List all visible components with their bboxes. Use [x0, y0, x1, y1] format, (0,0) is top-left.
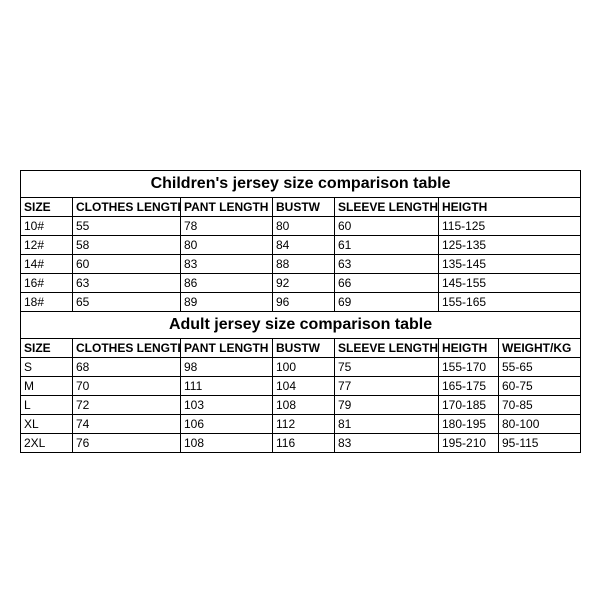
adult-cell: 108: [181, 434, 273, 453]
child-row: 12#58808461125-135: [21, 236, 581, 255]
adult-cell: 79: [335, 396, 439, 415]
adult-cell: 100: [273, 358, 335, 377]
child-cell: 60: [335, 217, 439, 236]
adult-cell: 170-185: [439, 396, 499, 415]
child-cell: 65: [73, 293, 181, 312]
size-tables: Children's jersey size comparison table …: [20, 170, 580, 453]
child-cell: 96: [273, 293, 335, 312]
child-col-2: PANT LENGTH: [181, 198, 273, 217]
child-cell: 80: [273, 217, 335, 236]
adult-cell: 75: [335, 358, 439, 377]
adult-title: Adult jersey size comparison table: [21, 312, 581, 339]
child-cell: 60: [73, 255, 181, 274]
adult-cell: L: [21, 396, 73, 415]
adult-cell: 80-100: [499, 415, 581, 434]
adult-cell: M: [21, 377, 73, 396]
adult-row: 2XL7610811683195-21095-115: [21, 434, 581, 453]
child-cell: 89: [181, 293, 273, 312]
child-row: 18#65899669155-165: [21, 293, 581, 312]
adult-cell: 72: [73, 396, 181, 415]
child-cell: 92: [273, 274, 335, 293]
child-cell: 86: [181, 274, 273, 293]
adult-table: SIZECLOTHES LENGTHPANT LENGTHBUSTWSLEEVE…: [20, 338, 581, 453]
adult-cell: XL: [21, 415, 73, 434]
child-cell: 145-155: [439, 274, 581, 293]
children-table: Children's jersey size comparison table …: [20, 170, 581, 339]
child-cell: 125-135: [439, 236, 581, 255]
child-cell: 155-165: [439, 293, 581, 312]
adult-cell: 68: [73, 358, 181, 377]
children-header-row: SIZECLOTHES LENGTHPANT LENGTHBUSTWSLEEVE…: [21, 198, 581, 217]
adult-col-3: BUSTW: [273, 339, 335, 358]
adult-title-row: Adult jersey size comparison table: [21, 312, 581, 339]
adult-row: L7210310879170-18570-85: [21, 396, 581, 415]
child-cell: 84: [273, 236, 335, 255]
adult-row: M7011110477165-17560-75: [21, 377, 581, 396]
adult-cell: 104: [273, 377, 335, 396]
child-cell: 78: [181, 217, 273, 236]
adult-col-0: SIZE: [21, 339, 73, 358]
adult-cell: 70: [73, 377, 181, 396]
adult-cell: 103: [181, 396, 273, 415]
adult-cell: 2XL: [21, 434, 73, 453]
child-cell: 66: [335, 274, 439, 293]
child-col-5: HEIGTH: [439, 198, 581, 217]
child-row: 14#60838863135-145: [21, 255, 581, 274]
adult-cell: 155-170: [439, 358, 499, 377]
child-cell: 10#: [21, 217, 73, 236]
adult-cell: 98: [181, 358, 273, 377]
child-cell: 12#: [21, 236, 73, 255]
adult-col-2: PANT LENGTH: [181, 339, 273, 358]
adult-col-6: WEIGHT/KG: [499, 339, 581, 358]
adult-cell: 74: [73, 415, 181, 434]
adult-cell: S: [21, 358, 73, 377]
child-row: 16#63869266145-155: [21, 274, 581, 293]
child-cell: 58: [73, 236, 181, 255]
adult-cell: 116: [273, 434, 335, 453]
adult-row: XL7410611281180-19580-100: [21, 415, 581, 434]
adult-cell: 195-210: [439, 434, 499, 453]
adult-cell: 70-85: [499, 396, 581, 415]
adult-cell: 111: [181, 377, 273, 396]
adult-row: S689810075155-17055-65: [21, 358, 581, 377]
adult-cell: 77: [335, 377, 439, 396]
adult-cell: 112: [273, 415, 335, 434]
child-col-3: BUSTW: [273, 198, 335, 217]
child-cell: 14#: [21, 255, 73, 274]
adult-cell: 106: [181, 415, 273, 434]
adult-col-4: SLEEVE LENGTH: [335, 339, 439, 358]
child-cell: 61: [335, 236, 439, 255]
children-title-row: Children's jersey size comparison table: [21, 171, 581, 198]
child-row: 10#55788060115-125: [21, 217, 581, 236]
adult-col-5: HEIGTH: [439, 339, 499, 358]
adult-cell: 108: [273, 396, 335, 415]
child-col-0: SIZE: [21, 198, 73, 217]
child-cell: 88: [273, 255, 335, 274]
adult-cell: 55-65: [499, 358, 581, 377]
child-cell: 55: [73, 217, 181, 236]
child-cell: 83: [181, 255, 273, 274]
child-cell: 18#: [21, 293, 73, 312]
adult-cell: 95-115: [499, 434, 581, 453]
adult-cell: 81: [335, 415, 439, 434]
child-col-1: CLOTHES LENGTH: [73, 198, 181, 217]
child-cell: 63: [73, 274, 181, 293]
child-cell: 80: [181, 236, 273, 255]
adult-header-row: SIZECLOTHES LENGTHPANT LENGTHBUSTWSLEEVE…: [21, 339, 581, 358]
child-cell: 63: [335, 255, 439, 274]
child-cell: 69: [335, 293, 439, 312]
adult-cell: 165-175: [439, 377, 499, 396]
adult-cell: 180-195: [439, 415, 499, 434]
adult-cell: 76: [73, 434, 181, 453]
child-col-4: SLEEVE LENGTH: [335, 198, 439, 217]
children-title: Children's jersey size comparison table: [21, 171, 581, 198]
adult-cell: 60-75: [499, 377, 581, 396]
adult-col-1: CLOTHES LENGTH: [73, 339, 181, 358]
child-cell: 135-145: [439, 255, 581, 274]
child-cell: 16#: [21, 274, 73, 293]
child-cell: 115-125: [439, 217, 581, 236]
adult-cell: 83: [335, 434, 439, 453]
